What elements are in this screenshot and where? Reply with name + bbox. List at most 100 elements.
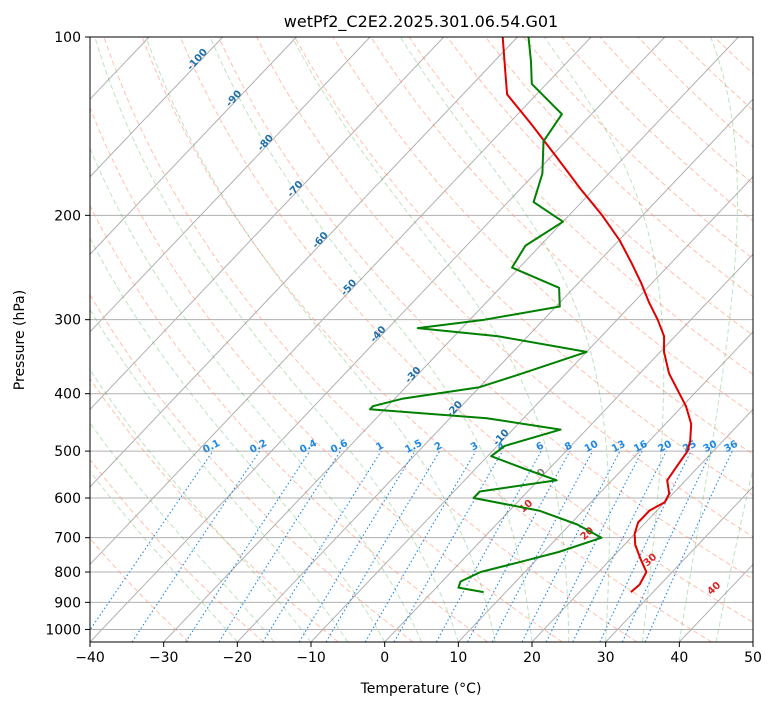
moist-adiabat (399, 37, 610, 642)
dry-adiabats (90, 37, 753, 642)
y-tick-label: 800 (54, 565, 81, 581)
moist-adiabat (291, 37, 570, 642)
y-tick-label: 300 (54, 313, 81, 329)
x-tick-label: −40 (75, 650, 105, 666)
x-tick-label: 40 (670, 650, 688, 666)
mixing-ratio-line (218, 450, 341, 642)
mixing-ratio-line (131, 450, 261, 642)
isotherm-line (310, 176, 753, 642)
sounding-series (369, 37, 693, 594)
isotherm-line (0, 37, 2, 642)
moist-adiabat (90, 369, 312, 642)
mixing-ratio-label: 3 (469, 440, 480, 453)
isotherm-label: -60 (310, 230, 330, 251)
y-axis-label: Pressure (hPa) (12, 290, 28, 390)
x-axis-label: Temperature (°C) (360, 681, 482, 697)
isotherm-line (90, 37, 224, 178)
x-tick-label: −30 (149, 650, 179, 666)
isotherm-label: -90 (224, 88, 244, 109)
isotherm-line (752, 641, 753, 642)
dry-adiabat (90, 293, 414, 642)
x-tick-label: 0 (380, 650, 389, 666)
mixing-ratio-line (185, 450, 311, 642)
x-tick-label: 50 (744, 650, 762, 666)
mixing-ratio-label: 1 (374, 440, 385, 453)
y-axis-ticks: 100 200 300 400 500 600 700 800 900 1000 (45, 30, 90, 638)
isotherm-line (90, 37, 592, 566)
moist-adiabat (90, 470, 238, 642)
x-tick-label: 30 (597, 650, 615, 666)
y-tick-label: 400 (54, 387, 81, 403)
moist-adiabat (145, 37, 496, 642)
mixing-ratio-label: 10 (583, 439, 600, 455)
dry-adiabat (90, 537, 190, 642)
isotherm-label: -40 (368, 324, 388, 345)
plot-frame (89, 36, 754, 643)
mixing-ratio-label: 13 (610, 439, 627, 455)
moist-adiabat (209, 37, 533, 642)
y-tick-label: 500 (54, 444, 81, 460)
dry-adiabat (294, 37, 753, 496)
moist-adiabat (715, 466, 753, 642)
mixing-ratio-label: 36 (722, 439, 739, 455)
mixing-ratio-label: 8 (563, 440, 574, 453)
isotherm-line (90, 37, 666, 642)
dry-adiabat (103, 37, 638, 642)
isotherm-line (236, 98, 753, 642)
dry-adiabat (408, 37, 753, 375)
isotherm-label: -50 (339, 278, 359, 299)
mixing-ratio-line (644, 450, 733, 642)
dry-adiabat (90, 106, 563, 642)
mixing-ratio-label: 4 (496, 440, 507, 453)
mixing-ratio-line (325, 450, 441, 642)
dry-adiabat (637, 37, 753, 148)
isotherm-line (531, 408, 753, 642)
mixing-ratio-line (262, 450, 382, 642)
isotherm-line (90, 37, 297, 256)
mixing-ratio-label: 16 (632, 439, 649, 455)
x-axis-ticks: −40 −30 −20 −10 0 10 20 30 40 50 (75, 642, 762, 666)
moist-adiabat (90, 237, 386, 642)
y-tick-label: 700 (54, 531, 81, 547)
dry-adiabat (561, 37, 753, 222)
isotherm-line (90, 37, 445, 411)
mixing-ratio-line (364, 450, 477, 642)
temperature-line (501, 37, 693, 593)
dry-adiabat (90, 204, 488, 642)
mixing-ratio-label: 0.6 (329, 438, 350, 456)
x-tick-label: 10 (449, 650, 467, 666)
moist-adiabats (90, 37, 753, 642)
mixing-ratio-line (545, 450, 643, 642)
mixing-ratio-label: 2 (433, 440, 444, 453)
y-tick-label: 600 (54, 491, 81, 507)
moist-adiabat (543, 37, 665, 642)
dewpoint-line (369, 37, 603, 594)
dry-adiabat (179, 37, 753, 623)
mixing-ratio-label: 6 (535, 440, 546, 453)
dry-adiabat (217, 37, 753, 580)
x-tick-label: −10 (296, 650, 326, 666)
x-tick-label: −20 (223, 650, 253, 666)
isotherm-label: -30 (403, 365, 423, 386)
mixing-ratio-line (572, 450, 667, 642)
isotherm-line (605, 486, 753, 642)
dry-adiabat (752, 37, 753, 39)
chart-title: wetPf2_C2E2.2025.301.06.54.G01 (284, 12, 558, 32)
gridlines (0, 37, 753, 642)
mixing-ratio-line (90, 450, 214, 631)
mixing-ratio-line (521, 450, 621, 642)
x-tick-label: 20 (523, 650, 541, 666)
dry-adiabat (90, 377, 339, 642)
isotherm-label: -80 (256, 133, 276, 154)
isotherm-line (384, 253, 753, 642)
moist-adiabat (678, 37, 738, 642)
mixing-ratio-line (435, 450, 542, 642)
isotherm-line (457, 331, 753, 642)
dry-adiabat (485, 37, 753, 298)
dry-adiabat (599, 37, 753, 185)
dry-adiabat (370, 37, 753, 415)
plot-area: 0.1 0.2 0.4 0.6 1 1.5 2 3 4 6 8 10 13 16 20 25 30 36-100-… (0, 37, 753, 642)
y-tick-label: 900 (54, 595, 81, 611)
dry-adiabat (714, 37, 753, 75)
